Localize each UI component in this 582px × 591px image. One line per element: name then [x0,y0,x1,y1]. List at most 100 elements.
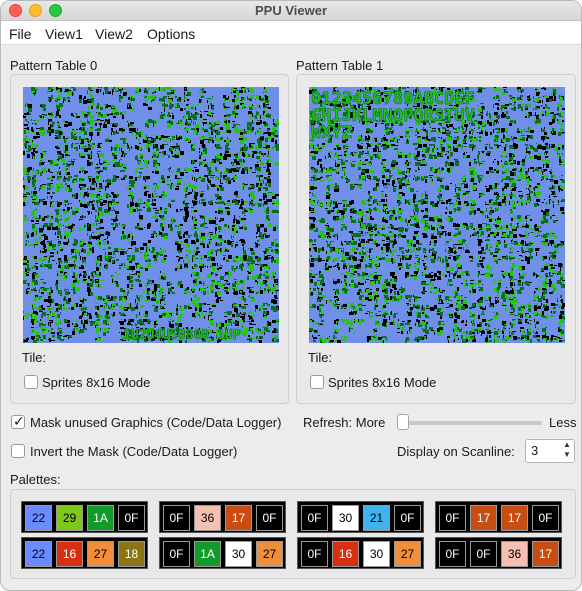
tile-pixels [517,104,524,111]
palette-swatch[interactable]: 16 [56,541,83,567]
tile-pixels [405,87,414,93]
palette-swatch[interactable]: 30 [363,541,390,567]
tile-pixels [191,207,199,213]
tile-pixels [525,112,532,118]
palette-swatch[interactable]: 18 [118,541,145,567]
tile-pixels [192,216,197,223]
tile-pixels [366,128,373,134]
tile-pixels [255,167,261,173]
pattern-table-1-canvas[interactable]: 0123456789ABCDEF GHIJKLMNOPQRSTUV WXYZ [309,87,565,343]
scanline-value[interactable]: 3 [531,443,539,458]
tile-pixels [509,255,515,261]
palette-swatch[interactable]: 0F [470,541,497,567]
invert-mask-label[interactable]: Invert the Mask (Code/Data Logger) [30,444,238,459]
palette-swatch[interactable]: 30 [332,505,359,531]
tile-pixels [56,287,62,296]
tile-pixels [534,153,541,160]
palette-swatch[interactable]: 17 [532,541,559,567]
tile-pixels [176,311,184,319]
tile-pixels [24,231,29,238]
tile-pixels [183,183,191,192]
refresh-slider-track[interactable] [397,421,542,425]
tile-pixels [397,327,405,334]
tile-pixels [397,208,403,214]
palette-swatch[interactable]: 0F [301,541,328,567]
pattern-table-1-sprites-8x16-checkbox[interactable] [310,375,324,389]
mask-unused-label[interactable]: Mask unused Graphics (Code/Data Logger) [30,415,282,430]
tile-pixels [248,151,256,158]
palette-swatch[interactable]: 0F [256,505,283,531]
tile-pixels [423,248,427,253]
tile-pixels [151,144,159,151]
tile-pixels [215,175,222,183]
tile-pixels [56,103,63,111]
tile-pixels [135,303,144,309]
pattern-table-0-canvas[interactable]: 1U2U4U50800 1UP [23,87,279,343]
palette-swatch[interactable]: 0F [439,505,466,531]
tile-pixels [185,119,192,126]
palette-swatch[interactable]: 27 [87,541,114,567]
palette-swatch[interactable]: 0F [532,505,559,531]
palette-swatch[interactable]: 1A [194,541,221,567]
palette-swatch[interactable]: 30 [225,541,252,567]
tile-pixels [97,239,101,247]
tile-pixels [415,312,421,318]
pattern-table-0-sprites-8x16-label[interactable]: Sprites 8x16 Mode [42,375,151,390]
palette-swatch[interactable]: 0F [439,541,466,567]
menu-options[interactable]: Options [147,26,196,42]
palette-swatch[interactable]: 22 [25,505,52,531]
menu-view2[interactable]: View2 [95,26,133,42]
tile-pixels [47,303,54,312]
tile-pixels [215,144,222,149]
tile-pixels [232,279,240,287]
palette-swatch[interactable]: 36 [501,541,528,567]
palette-swatch[interactable]: 0F [301,505,328,531]
tile-pixels [72,193,78,199]
spin-arrows-icon[interactable]: ▲ ▼ [563,440,571,459]
tile-pixels [184,138,191,143]
tile-pixels [207,175,215,183]
palette-swatch[interactable]: 27 [256,541,283,567]
palette-swatch[interactable]: 36 [194,505,221,531]
palette-swatch[interactable]: 1A [87,505,114,531]
close-window-button[interactable] [9,4,22,17]
palette-swatch[interactable]: 16 [332,541,359,567]
tile-pixels [169,146,176,152]
tile-pixels [153,320,158,328]
tile-pixels [111,152,118,159]
tile-pixels [310,135,315,141]
tile-pixels [477,328,485,336]
tile-pixels [56,87,62,93]
tile-pixels [103,303,112,311]
palette-swatch[interactable]: 0F [394,505,421,531]
tile-pixels [31,327,39,335]
menu-view1[interactable]: View1 [45,26,83,42]
palette-swatch[interactable]: 17 [470,505,497,531]
tile-pixels [71,223,77,232]
palette-swatch[interactable]: 22 [25,541,52,567]
palette-swatch[interactable]: 27 [394,541,421,567]
invert-mask-checkbox[interactable] [11,444,25,458]
refresh-slider-handle[interactable] [397,414,409,430]
tile-pixels [373,256,381,262]
palette-swatch[interactable]: 0F [163,505,190,531]
tile-pixels [144,95,152,103]
minimize-window-button[interactable] [29,4,42,17]
palette-swatch[interactable]: 29 [56,505,83,531]
palette-swatch[interactable]: 0F [118,505,145,531]
tile-pixels [461,87,469,95]
pattern-table-1-sprites-8x16-label[interactable]: Sprites 8x16 Mode [328,375,437,390]
tile-pixels [183,215,189,222]
palette-swatch[interactable]: 17 [225,505,252,531]
zoom-window-button[interactable] [49,4,62,17]
scanline-spinbox[interactable]: 3 ▲ ▼ [525,439,575,463]
menu-file[interactable]: File [9,26,32,42]
palette-swatch[interactable]: 17 [501,505,528,531]
pattern-table-0-sprites-8x16-checkbox[interactable] [24,375,38,389]
mask-unused-checkbox[interactable] [11,413,25,430]
tile-pixels [263,271,269,279]
palette-swatch[interactable]: 0F [163,541,190,567]
palette-swatch[interactable]: 21 [363,505,390,531]
tile-pixels [200,111,208,118]
tile-pixels [469,335,476,342]
